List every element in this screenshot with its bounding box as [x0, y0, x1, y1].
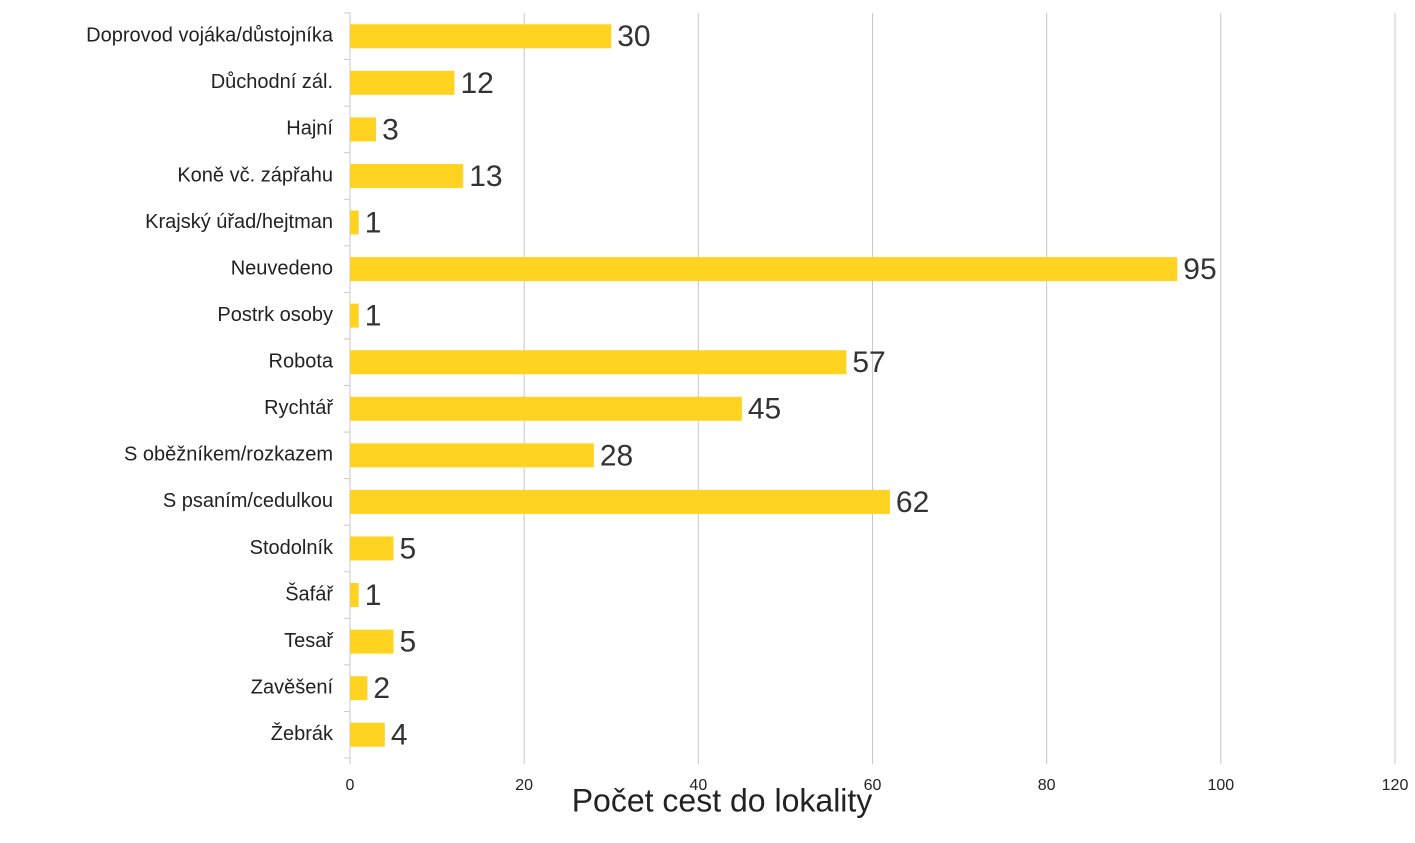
- x-tick-label: 60: [864, 777, 882, 794]
- bar: [350, 117, 377, 142]
- y-tick-label: Postrk osoby: [217, 304, 333, 326]
- y-tick-label: S psaním/cedulkou: [163, 490, 333, 512]
- data-label: 45: [748, 393, 781, 426]
- data-label: 57: [852, 346, 885, 379]
- x-tick-label: 100: [1207, 777, 1234, 794]
- y-tick-label: Stodolník: [250, 537, 334, 559]
- y-tick-label: Žebrák: [271, 722, 334, 745]
- bar: [350, 350, 847, 375]
- y-tick-label: Zavěšení: [251, 676, 334, 698]
- x-tick-label: 0: [346, 777, 355, 794]
- bar: [350, 70, 455, 95]
- data-label: 13: [469, 160, 502, 193]
- y-tick-label: Doprovod vojáka/důstojníka: [86, 25, 334, 47]
- data-label: 30: [617, 20, 650, 53]
- data-label: 62: [896, 486, 929, 519]
- data-label: 28: [600, 439, 633, 472]
- y-tick-label: Robota: [269, 351, 334, 373]
- y-tick-label: Koně vč. zápřahu: [177, 164, 333, 186]
- x-tick-label: 20: [515, 777, 533, 794]
- data-label: 95: [1183, 253, 1216, 286]
- x-axis-label: Počet cest do lokality: [572, 782, 873, 818]
- y-tick-label: Rychtář: [264, 397, 334, 419]
- data-label: 3: [382, 113, 399, 146]
- bar: [350, 24, 612, 49]
- y-tick-label: S oběžníkem/rozkazem: [124, 444, 333, 466]
- y-tick-label: Šafář: [285, 582, 334, 605]
- data-label: 1: [365, 206, 382, 239]
- bar: [350, 303, 359, 328]
- data-label: 2: [373, 672, 390, 705]
- y-tick-label: Neuvedeno: [231, 257, 333, 279]
- y-tick-label: Důchodní zál.: [211, 71, 333, 93]
- y-tick-label: Tesař: [284, 630, 334, 652]
- x-tick-label: 120: [1382, 777, 1409, 794]
- x-tick-label: 40: [689, 777, 707, 794]
- y-tick-label: Hajní: [286, 118, 333, 140]
- data-label: 1: [365, 579, 382, 612]
- bar: [350, 676, 368, 701]
- bar: [350, 210, 359, 235]
- data-label: 12: [461, 67, 494, 100]
- data-label: 1: [365, 300, 382, 333]
- bar: [350, 443, 594, 468]
- data-label: 5: [400, 626, 417, 659]
- bar: [350, 629, 394, 654]
- data-label: 4: [391, 719, 408, 752]
- bar: [350, 257, 1178, 282]
- bar: [350, 163, 464, 188]
- bar: [350, 536, 394, 561]
- bar: [350, 396, 742, 421]
- bar: [350, 722, 385, 747]
- x-tick-label: 80: [1038, 777, 1056, 794]
- bar: [350, 489, 890, 514]
- data-label: 5: [400, 532, 417, 565]
- y-tick-label: Krajský úřad/hejtman: [145, 211, 333, 233]
- bar: [350, 583, 359, 608]
